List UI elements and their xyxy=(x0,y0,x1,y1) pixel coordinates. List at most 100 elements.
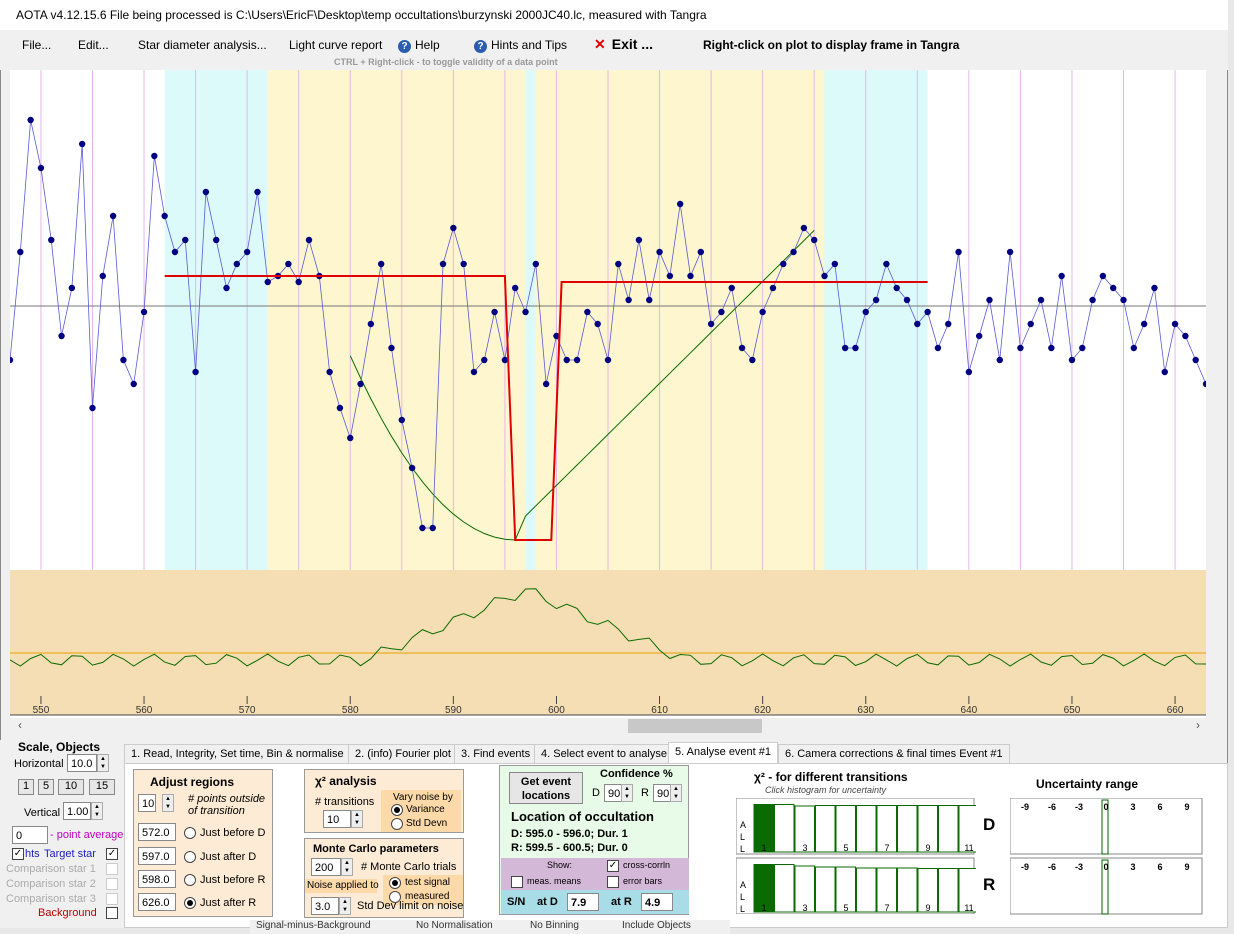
horizontal-input[interactable]: 10.0 xyxy=(67,754,97,772)
points-outside-input[interactable]: 10 xyxy=(138,794,156,812)
data-point xyxy=(707,320,715,328)
vary-noise-label: Vary noise by xyxy=(393,792,453,803)
tab-read[interactable]: 1. Read, Integrity, Set time, Bin & norm… xyxy=(124,744,351,763)
menu-star-diameter[interactable]: Star diameter analysis... xyxy=(138,38,267,52)
uncert-r-tick: 3 xyxy=(1130,862,1135,872)
lights-checkbox[interactable]: ✓ xyxy=(12,848,24,860)
data-point xyxy=(821,272,828,280)
data-point xyxy=(676,200,684,208)
preset-1-button[interactable]: 1 xyxy=(18,779,34,795)
scale-panel: Scale, Objects Horizontal 10.0 ▲ ▼ 1 5 10… xyxy=(0,740,124,928)
scroll-right-icon[interactable]: › xyxy=(1196,718,1200,732)
just-after-r-radio[interactable] xyxy=(184,897,196,909)
x-tick-label: 640 xyxy=(961,705,978,716)
menu-hints[interactable]: ? Hints and Tips xyxy=(474,38,567,53)
histogram-bar xyxy=(753,864,774,913)
get-event-locations-button[interactable]: Get event locations xyxy=(509,772,583,804)
menu-file[interactable]: File... xyxy=(22,38,52,52)
test-signal-radio[interactable] xyxy=(389,877,401,889)
just-after-d-radio[interactable] xyxy=(184,851,196,863)
conf-d-stepper[interactable]: ▲ ▼ xyxy=(621,784,633,802)
just-after-r-label: Just after R xyxy=(200,897,257,909)
comp3-checkbox[interactable] xyxy=(106,893,118,905)
sn-label: S/N xyxy=(507,896,526,908)
data-point xyxy=(161,212,168,220)
data-point xyxy=(852,344,859,352)
data-point xyxy=(1130,344,1138,352)
tab-find-events[interactable]: 3. Find events xyxy=(454,744,538,763)
comp1-checkbox[interactable] xyxy=(106,863,118,875)
data-point xyxy=(89,404,96,412)
cross-correlation-curve xyxy=(349,230,815,541)
title-bar: AOTA v4.12.15.6 File being processed is … xyxy=(0,0,1228,30)
conf-d-input[interactable]: 90 xyxy=(604,784,622,802)
tab-analyse-event[interactable]: 5. Analyse event #1 xyxy=(668,742,779,764)
signal-mode[interactable]: Signal-minus-Background xyxy=(256,920,371,931)
points-outside-stepper[interactable]: ▲ ▼ xyxy=(162,794,174,812)
horizontal-stepper[interactable]: ▲ ▼ xyxy=(97,754,109,772)
just-before-r-radio[interactable] xyxy=(184,874,196,886)
sd-limit-input[interactable]: 3.0 xyxy=(311,897,339,915)
data-point xyxy=(1079,344,1086,352)
just-after-d-value[interactable]: 597.0 xyxy=(138,847,176,865)
transitions-stepper[interactable]: ▲ ▼ xyxy=(351,810,363,828)
transitions-input[interactable]: 10 xyxy=(323,810,351,828)
normalisation-mode[interactable]: No Normalisation xyxy=(416,920,493,931)
target-star-checkbox[interactable]: ✓ xyxy=(106,848,118,860)
scroll-thumb[interactable] xyxy=(628,719,762,733)
data-point xyxy=(213,236,220,244)
x-tick-label: 580 xyxy=(342,705,359,716)
just-before-d-value[interactable]: 572.0 xyxy=(138,823,176,841)
data-point xyxy=(388,344,395,352)
meas-means-checkbox[interactable] xyxy=(511,876,523,888)
h-scrollbar[interactable]: ‹ › xyxy=(10,718,1206,734)
vertical-stepper[interactable]: ▲ ▼ xyxy=(91,802,103,820)
trials-stepper[interactable]: ▲ ▼ xyxy=(341,858,353,876)
measured-radio[interactable] xyxy=(389,891,401,903)
cross-corr-checkbox[interactable]: ✓ xyxy=(607,860,619,872)
uncert-r-marker xyxy=(1101,859,1109,915)
variance-label: Variance xyxy=(406,804,445,815)
sd-limit-stepper[interactable]: ▲ ▼ xyxy=(339,897,351,915)
background-checkbox[interactable] xyxy=(106,907,118,919)
menu-light-curve-report[interactable]: Light curve report xyxy=(289,38,383,52)
just-before-r-value[interactable]: 598.0 xyxy=(138,870,176,888)
variance-radio[interactable] xyxy=(391,804,403,816)
uncert-d-tick: -9 xyxy=(1021,802,1029,812)
menu-edit[interactable]: Edit... xyxy=(78,38,109,52)
preset-5-button[interactable]: 5 xyxy=(38,779,54,795)
x-tick-label: 620 xyxy=(754,705,771,716)
point-average-select[interactable]: 0 xyxy=(12,826,48,844)
hist-d-tick: 7 xyxy=(884,843,889,853)
conf-r-stepper[interactable]: ▲ ▼ xyxy=(670,784,682,802)
x-tick-label: 630 xyxy=(857,705,874,716)
trials-input[interactable]: 200 xyxy=(311,858,341,876)
d-histogram-bars[interactable] xyxy=(753,804,976,853)
vertical-input[interactable]: 1.00 xyxy=(63,802,91,820)
preset-15-button[interactable]: 15 xyxy=(89,779,115,795)
conf-r-input[interactable]: 90 xyxy=(653,784,671,802)
chi2-lower-curve xyxy=(10,588,1206,667)
data-point xyxy=(264,278,271,286)
tab-camera-corrections[interactable]: 6. Camera corrections & final times Even… xyxy=(778,744,1010,763)
binning-mode[interactable]: No Binning xyxy=(530,920,579,931)
menu-exit[interactable]: ✕ Exit ... xyxy=(594,36,653,53)
data-point xyxy=(1099,272,1107,280)
scroll-left-icon[interactable]: ‹ xyxy=(18,718,22,732)
menu-help[interactable]: ? Help xyxy=(398,38,440,53)
stddevn-radio[interactable] xyxy=(391,818,403,830)
light-curve-plot[interactable]: 550 560 570 580 590 600 610 620 630 640 650 660 xyxy=(10,70,1206,720)
hist-r-tick: 11 xyxy=(964,903,973,913)
tab-select-event[interactable]: 4. Select event to analyse xyxy=(534,744,674,763)
preset-10-button[interactable]: 10 xyxy=(58,779,84,795)
comp2-checkbox[interactable] xyxy=(106,878,118,890)
hist-d-tick: 1 xyxy=(761,843,766,853)
r-histogram-bars[interactable] xyxy=(753,864,976,913)
measured-label: measured xyxy=(405,891,450,902)
error-bars-checkbox[interactable] xyxy=(607,876,619,888)
just-before-d-radio[interactable] xyxy=(184,827,196,839)
just-after-r-value[interactable]: 626.0 xyxy=(138,893,176,911)
include-objects[interactable]: Include Objects xyxy=(622,920,691,931)
tab-fourier[interactable]: 2. (info) Fourier plot xyxy=(348,744,458,763)
